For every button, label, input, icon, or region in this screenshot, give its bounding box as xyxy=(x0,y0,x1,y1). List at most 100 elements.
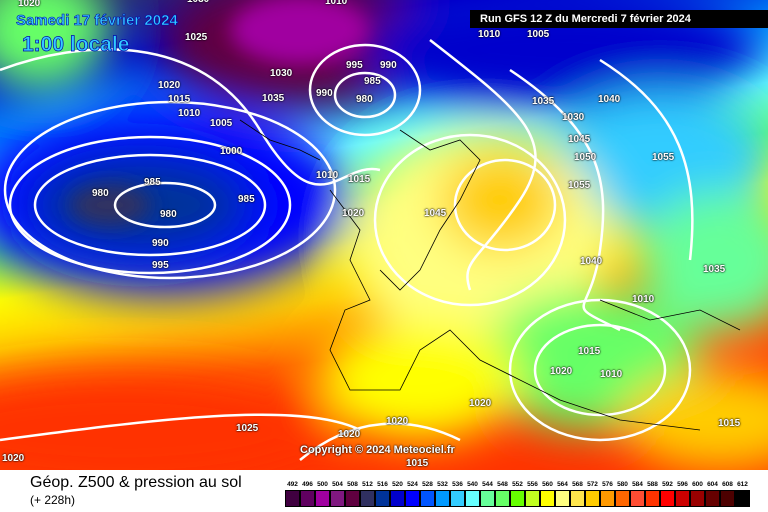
isobar-label: 985 xyxy=(364,76,381,87)
forecast-date: Samedi 17 février 2024 xyxy=(16,12,178,30)
legend-entry: 600 xyxy=(689,480,705,507)
legend-value: 524 xyxy=(407,481,418,488)
legend-swatch xyxy=(314,490,330,507)
legend-value: 560 xyxy=(542,481,553,488)
legend-entry: 564 xyxy=(554,480,570,507)
legend-value: 576 xyxy=(602,481,613,488)
isobar-label: 990 xyxy=(316,88,333,99)
legend-value: 492 xyxy=(287,481,298,488)
isobar-label: 985 xyxy=(144,177,161,188)
legend-swatch xyxy=(659,490,675,507)
legend-swatch xyxy=(674,490,690,507)
legend-value: 596 xyxy=(677,481,688,488)
legend-entry: 588 xyxy=(644,480,660,507)
legend-swatch xyxy=(404,490,420,507)
legend-entry: 556 xyxy=(524,480,540,507)
legend-entry: 548 xyxy=(494,480,510,507)
legend-value: 520 xyxy=(392,481,403,488)
legend-swatch xyxy=(689,490,705,507)
legend-value: 504 xyxy=(332,481,343,488)
legend-entry: 544 xyxy=(479,480,495,507)
legend-swatch xyxy=(539,490,555,507)
isobar-label: 980 xyxy=(356,94,373,105)
legend-swatch xyxy=(494,490,510,507)
legend-swatch xyxy=(704,490,720,507)
isobar-label: 1015 xyxy=(406,458,429,469)
color-legend: 492 496 500 504 508 512 516 520 524 528 532 536 540 5… xyxy=(284,480,750,507)
legend-swatch xyxy=(524,490,540,507)
legend-entry: 516 xyxy=(374,480,390,507)
isobar-label: 1030 xyxy=(270,68,293,79)
isobar-label: 1005 xyxy=(210,118,233,129)
chart-title: Géop. Z500 & pression au sol xyxy=(30,474,242,491)
legend-swatch xyxy=(554,490,570,507)
isobar-label: 1020 xyxy=(550,366,573,377)
isobar-label: 1035 xyxy=(532,96,555,107)
legend-entry: 496 xyxy=(299,480,315,507)
legend-entry: 580 xyxy=(614,480,630,507)
legend-value: 592 xyxy=(662,481,673,488)
isobar-label: 1025 xyxy=(236,423,259,434)
legend-entry: 500 xyxy=(314,480,330,507)
legend-swatch xyxy=(629,490,645,507)
isobar-label: 1045 xyxy=(568,134,591,145)
legend-swatch xyxy=(344,490,360,507)
legend-entry: 608 xyxy=(719,480,735,507)
legend-value: 548 xyxy=(497,481,508,488)
isobar-label: 1030 xyxy=(562,112,585,123)
isobar-label: 980 xyxy=(160,209,177,220)
legend-value: 536 xyxy=(452,481,463,488)
isobar-label: 990 xyxy=(380,60,397,71)
isobar-label: 980 xyxy=(92,188,109,199)
legend-value: 580 xyxy=(617,481,628,488)
isobar-label: 1015 xyxy=(168,94,191,105)
isobar-label: 1020 xyxy=(469,398,492,409)
legend-value: 568 xyxy=(572,481,583,488)
legend-entry: 540 xyxy=(464,480,480,507)
legend-swatch xyxy=(569,490,585,507)
legend-value: 528 xyxy=(422,481,433,488)
legend-entry: 612 xyxy=(734,480,750,507)
isobar-label: 1035 xyxy=(703,264,726,275)
legend-value: 612 xyxy=(737,481,748,488)
isobar-label: 1035 xyxy=(262,93,285,104)
legend-entry: 528 xyxy=(419,480,435,507)
isobar-label: 1045 xyxy=(424,208,447,219)
legend-swatch xyxy=(389,490,405,507)
legend-value: 604 xyxy=(707,481,718,488)
isobar-label: 1015 xyxy=(718,418,741,429)
isobar-label: 1030 xyxy=(187,0,209,6)
isobar-label: 1005 xyxy=(527,29,550,40)
isobar-label: 1055 xyxy=(652,152,675,163)
legend-entry: 604 xyxy=(704,480,720,507)
legend-swatch xyxy=(299,490,315,507)
isobar-label: 1055 xyxy=(568,180,591,191)
legend-value: 556 xyxy=(527,481,538,488)
legend-swatch xyxy=(329,490,345,507)
legend-value: 600 xyxy=(692,481,703,488)
isobar-label: 1050 xyxy=(574,152,597,163)
legend-entry: 568 xyxy=(569,480,585,507)
isobar-label: 1040 xyxy=(580,256,603,267)
legend-value: 512 xyxy=(362,481,373,488)
forecast-time: 1:00 locale xyxy=(22,33,130,57)
isobar-label: 1020 xyxy=(342,208,365,219)
legend-entry: 572 xyxy=(584,480,600,507)
isobar-label: 1015 xyxy=(348,174,371,185)
legend-value: 552 xyxy=(512,481,523,488)
isobar-label: 1015 xyxy=(578,346,601,357)
legend-swatch xyxy=(734,490,750,507)
legend-entry: 576 xyxy=(599,480,615,507)
legend-entry: 504 xyxy=(329,480,345,507)
legend-value: 544 xyxy=(482,481,493,488)
legend-entry: 552 xyxy=(509,480,525,507)
isobar-label: 1020 xyxy=(18,0,41,9)
legend-entry: 520 xyxy=(389,480,405,507)
legend-value: 588 xyxy=(647,481,658,488)
legend-swatch xyxy=(464,490,480,507)
legend-swatch xyxy=(434,490,450,507)
legend-value: 608 xyxy=(722,481,733,488)
legend-value: 564 xyxy=(557,481,568,488)
lead-time: (+ 228h) xyxy=(30,493,76,507)
isobar-label: 1010 xyxy=(178,108,201,119)
